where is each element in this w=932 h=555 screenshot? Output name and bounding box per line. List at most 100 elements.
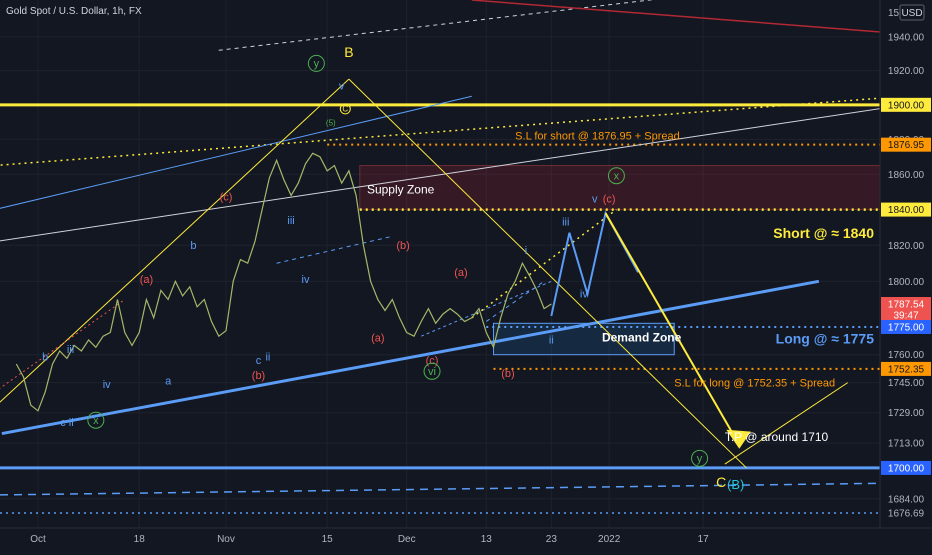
price-tick-label: 1820.00 [888, 241, 925, 252]
price-tick-label: 1940.00 [888, 32, 925, 43]
yellow-dotted-channel [471, 208, 617, 319]
price-badge-label: 1787.54 [888, 300, 925, 311]
red-dotted-left [0, 299, 126, 389]
price-axis[interactable]: 1940.001920.001880.001860.001820.001800.… [881, 32, 931, 520]
annotation-label: S.L for short @ 1876.95 + Spread [515, 130, 680, 142]
price-badge-label: 1775.00 [888, 322, 925, 333]
wave-label: iii [562, 217, 569, 229]
wave-label: iii [287, 215, 294, 227]
annotation-label: T.P @ around 1710 [725, 430, 829, 444]
currency-badge[interactable] [899, 4, 925, 21]
price-tick-label: 1860.00 [888, 170, 925, 181]
annotation-label: Short @ ≈ 1840 [773, 225, 874, 241]
price-levels [0, 103, 881, 514]
price-line [15, 152, 552, 412]
projection-arrowhead [726, 429, 751, 449]
wave-circle [607, 167, 625, 185]
time-tick-label: 2022 [598, 534, 621, 545]
supply-zone [359, 165, 881, 211]
wave-label: x [614, 171, 620, 183]
price-tick-label: 1684.00 [888, 494, 925, 505]
time-tick-label: Oct [30, 534, 46, 545]
dotted-yellow-descending [0, 95, 906, 166]
yellow-triangle-right [348, 78, 747, 469]
wave-circle [307, 54, 325, 72]
lower-dashed-trend [0, 482, 881, 496]
price-tick-label: 1745.00 [888, 378, 925, 389]
wave-label: v [592, 193, 598, 205]
price-badge-bg [881, 297, 931, 312]
price-badge-label: 39:47 [893, 311, 918, 322]
wave-label: iii [67, 344, 74, 356]
wave-label: B [344, 44, 353, 60]
wave-circle [87, 411, 105, 429]
projection-yellow-path [604, 212, 741, 446]
price-badge-label: 1676.69 [888, 508, 925, 519]
wave-label: (5) [326, 119, 336, 128]
wave-label: y [314, 58, 320, 70]
price-badge-bg [881, 361, 931, 376]
time-tick-label: 15 [322, 534, 334, 545]
time-tick-label: 23 [546, 534, 558, 545]
price-axis-background [880, 0, 932, 550]
price-badge-label: 1900.00 [888, 100, 925, 111]
price-badge-bg [881, 137, 931, 152]
price-badge-label: 1840.00 [888, 205, 925, 216]
time-tick-label: 13 [481, 534, 493, 545]
price-badge-label: 1700.00 [888, 463, 925, 474]
annotation-label: S.L for long @ 1752.35 + Spread [674, 377, 835, 389]
red-top-line [471, 0, 932, 37]
wave-label: v [339, 80, 345, 92]
wave-label: C [716, 474, 726, 490]
price-tick-label: 1800.00 [888, 277, 925, 288]
wave-label: (c) [220, 192, 233, 204]
price-axis-top-tick: 15 [888, 8, 900, 19]
main-blue-trendline [1, 279, 820, 436]
wave-label: b [190, 240, 196, 252]
time-tick-label: Dec [398, 534, 416, 545]
time-tick-label: 17 [698, 534, 710, 545]
white-channel-line [0, 104, 906, 242]
wave-label: c [256, 355, 262, 367]
trend-drawings [0, 0, 932, 469]
price-series [15, 152, 552, 412]
wave-label: vi [428, 366, 436, 378]
time-tick-label: Nov [217, 534, 235, 545]
price-badge-bg [881, 202, 931, 217]
price-badge-label: 1752.35 [888, 364, 925, 375]
wave-label: i [525, 245, 527, 257]
wave-label: ii [549, 335, 554, 347]
wave-circle [691, 449, 709, 467]
wave-label: iv [103, 379, 111, 391]
wave-label: C [342, 105, 348, 114]
wave-circle [339, 103, 351, 115]
demand-zone [492, 322, 675, 356]
price-tick-label: 1920.00 [888, 66, 925, 77]
wave-label: (b) [501, 368, 514, 380]
wave-label: iv [580, 289, 588, 301]
annotation-label: Demand Zone [602, 331, 682, 345]
wave-label: (B) [727, 477, 744, 492]
price-badge-bg [881, 308, 931, 323]
wave-label: y [697, 453, 703, 465]
price-badge-bg [881, 97, 931, 112]
blue-dashed-lower [485, 280, 545, 322]
price-tick-label: 1760.00 [888, 350, 925, 361]
price-tick-label: 1729.00 [888, 408, 925, 419]
wave-label: iv [302, 274, 310, 286]
yellow-triangle-left [0, 78, 350, 403]
wave-label: (a) [140, 274, 153, 286]
time-tick-label: 18 [134, 534, 146, 545]
wave-label: (b) [396, 240, 409, 252]
time-axis[interactable]: Oct 18 Nov 15 Dec 13 23 2022 17 [30, 534, 709, 545]
gray-dashed-top [218, 0, 655, 51]
currency-label: USD [901, 8, 922, 19]
price-tick-label: 1713.00 [888, 439, 925, 450]
annotations: S.L for short @ 1876.95 + Spread Supply Z… [367, 130, 874, 444]
price-badge-bg [881, 505, 931, 520]
wave-label: c ii [60, 417, 73, 429]
wave-label: (a) [454, 267, 467, 279]
